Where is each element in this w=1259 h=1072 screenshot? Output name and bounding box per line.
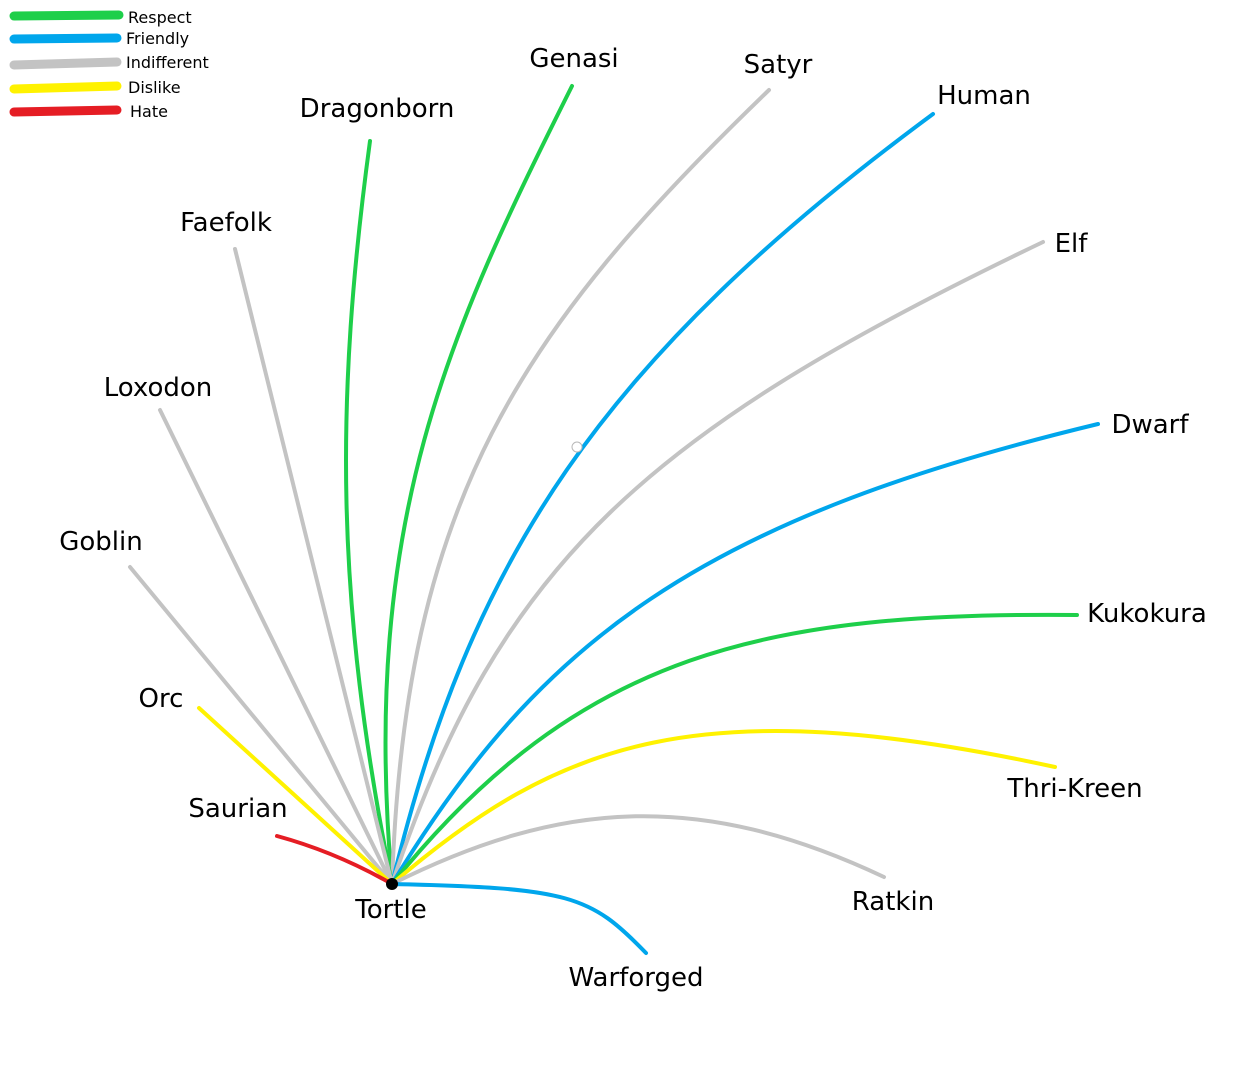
label-loxodon: Loxodon — [104, 373, 213, 403]
edge-faefolk — [233, 247, 394, 886]
cursor-ring-icon — [571, 441, 583, 453]
center-node-dot — [386, 878, 398, 890]
label-saurian: Saurian — [188, 794, 287, 824]
edge-saurian — [275, 834, 394, 886]
edge-dwarf — [390, 422, 1100, 886]
label-ratkin: Ratkin — [852, 887, 934, 917]
legend-swatch-friendly — [9, 33, 122, 44]
legend-label-indifferent: Indifferent — [126, 53, 209, 72]
legend-swatch-dislike — [9, 81, 122, 94]
center-node: Tortle — [354, 878, 427, 925]
label-kukokura: Kukokura — [1087, 599, 1207, 629]
edge-satyr — [390, 88, 771, 886]
edge-thri-kreen — [390, 729, 1057, 886]
label-dragonborn: Dragonborn — [300, 94, 455, 124]
legend-label-respect: Respect — [128, 8, 192, 27]
center-label: Tortle — [354, 895, 426, 925]
label-genasi: Genasi — [529, 44, 618, 74]
legend: Respect Friendly Indifferent Dislike Hat… — [9, 8, 209, 121]
label-warforged: Warforged — [569, 963, 704, 993]
edge-loxodon — [158, 408, 394, 886]
edge-kukokura — [390, 612, 1079, 886]
edge-human — [390, 112, 935, 886]
label-elf: Elf — [1055, 229, 1089, 259]
edge-orc — [197, 706, 394, 886]
relation-edges — [128, 84, 1100, 955]
label-satyr: Satyr — [744, 50, 813, 80]
label-dwarf: Dwarf — [1111, 410, 1189, 440]
label-goblin: Goblin — [59, 527, 142, 557]
edge-ratkin — [390, 814, 886, 886]
edge-elf — [390, 240, 1045, 886]
label-orc: Orc — [139, 684, 184, 714]
legend-label-friendly: Friendly — [126, 29, 189, 48]
legend-swatch-indifferent — [9, 57, 122, 70]
legend-label-hate: Hate — [130, 102, 168, 121]
edge-dragonborn — [344, 139, 394, 886]
legend-swatch-respect — [9, 10, 124, 21]
label-human: Human — [937, 81, 1031, 111]
label-thri-kreen: Thri-Kreen — [1006, 774, 1142, 804]
edge-warforged — [390, 882, 648, 955]
legend-swatch-hate — [9, 105, 122, 117]
edge-genasi — [383, 84, 574, 886]
edge-goblin — [128, 565, 394, 886]
legend-label-dislike: Dislike — [128, 78, 181, 97]
label-faefolk: Faefolk — [180, 208, 272, 238]
node-labels: Genasi Satyr Human Dragonborn Faefolk El… — [59, 44, 1207, 993]
